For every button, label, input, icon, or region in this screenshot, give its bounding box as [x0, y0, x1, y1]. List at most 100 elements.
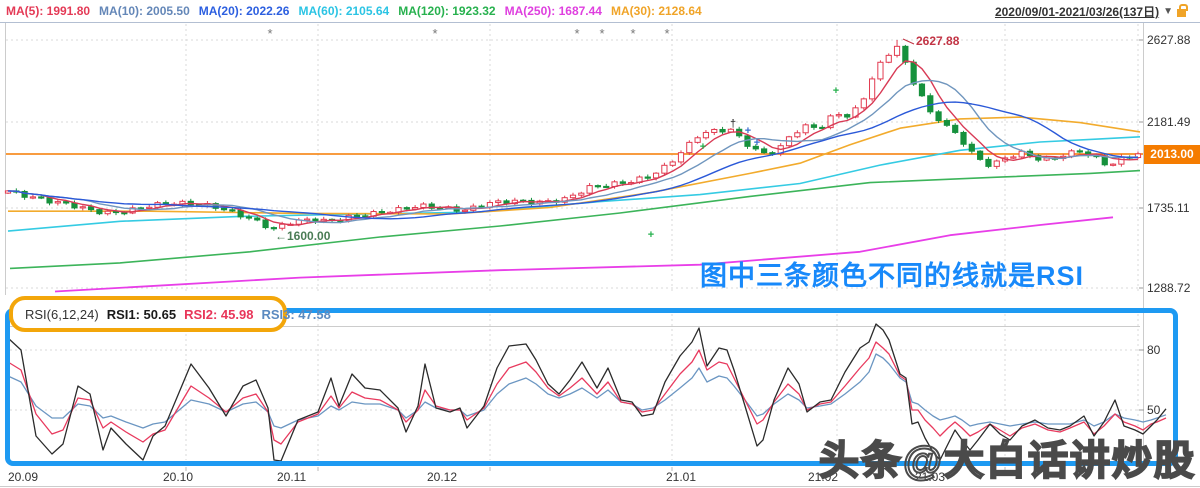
asterisk-marker: * [664, 26, 669, 41]
candle-up [461, 209, 469, 213]
rsi1-value: RSI1: 50.65 [106, 306, 177, 322]
ma-line-ma250 [54, 216, 1114, 293]
month-label: 20.12 [427, 470, 458, 484]
month-label: 20.10 [163, 470, 194, 484]
candle-down [428, 203, 435, 209]
plus-marker-blue: + [754, 137, 760, 149]
candle-down [254, 217, 261, 221]
asterisk-marker: * [574, 26, 579, 41]
candle-down [935, 111, 942, 122]
rsi2-value: RSI2: 45.98 [184, 306, 254, 322]
ma-values-list: MA(5): 1991.80 MA(10): 2005.50 MA(20): 202… [0, 4, 702, 18]
candle-down [212, 203, 219, 209]
candle-down [761, 148, 768, 154]
candle-down [719, 128, 726, 133]
candle-up [569, 194, 577, 199]
candle-down [1035, 155, 1042, 161]
ma-line-ma10 [7, 79, 1139, 224]
candle-down [96, 209, 103, 215]
ma-header-item: MA(10): 2005.50 [99, 4, 190, 18]
candle-up [146, 206, 153, 210]
candle-down [353, 214, 361, 218]
current-price-badge: 2013.00 [1144, 145, 1200, 164]
plus-marker-green: + [700, 141, 706, 153]
month-label: 21.01 [666, 470, 697, 484]
candle-down [237, 209, 244, 218]
candle-up [1109, 163, 1117, 166]
rsi-line-rsi2 [7, 341, 1167, 445]
candle-down [918, 83, 926, 97]
candle-up [686, 141, 693, 154]
candle-down [46, 197, 53, 204]
candle-up [4, 190, 12, 194]
candle-down [220, 207, 228, 211]
candle-down [1076, 150, 1083, 153]
bottom-divider [0, 486, 1200, 487]
candle-up [827, 115, 834, 129]
candle-up [495, 200, 502, 204]
dagger-marker: † [730, 118, 736, 130]
candle-up [893, 45, 901, 56]
dropdown-caret-icon[interactable]: ▼ [1163, 6, 1173, 17]
candle-down [262, 219, 269, 229]
price-axis-label: 1735.11 [1147, 201, 1190, 215]
ma-line-ma5 [7, 60, 1139, 226]
date-range-label[interactable]: 2020/09/01-2021/03/26(137日) [994, 5, 1160, 19]
candle-up [279, 223, 286, 229]
candle-up [702, 131, 710, 139]
asterisk-marker: * [432, 26, 437, 41]
asterisk-marker: * [599, 26, 604, 41]
candle-down [594, 185, 602, 188]
plus-marker-green: + [833, 85, 839, 97]
fast-ma-lines-layer [7, 60, 1139, 226]
ma-header-item: MA(30): 2128.64 [610, 4, 702, 18]
candle-up [885, 54, 892, 63]
price-axis-label: 2627.88 [1147, 33, 1191, 47]
month-label: 21.03 [915, 470, 946, 484]
candle-up [694, 137, 701, 143]
candle-up [578, 192, 585, 196]
candle-down [960, 131, 967, 145]
ma-header-item: MA(250): 1687.44 [504, 4, 602, 18]
asterisk-marker: * [267, 26, 272, 41]
candle-up [835, 114, 842, 117]
candle-down [985, 158, 992, 167]
candle-down [87, 206, 95, 211]
candle-up [860, 98, 867, 109]
candle-up [129, 207, 136, 214]
candle-down [952, 124, 959, 133]
month-label: 21.02 [808, 470, 839, 484]
candle-down [810, 124, 818, 128]
candle-down [378, 211, 385, 214]
candle-down [910, 61, 917, 85]
slow-ma-lines-layer [7, 116, 1141, 293]
candle-up [711, 128, 718, 133]
chart-markers-layer: * * * * * *†+++++ [267, 26, 915, 241]
month-label: 20.09 [8, 470, 39, 484]
candles-layer [4, 40, 1142, 231]
candle-down [769, 152, 776, 155]
candle-up [869, 78, 876, 100]
candle-down [902, 45, 909, 63]
candle-up [652, 172, 660, 179]
ma-header-item: MA(60): 2105.64 [298, 4, 390, 18]
date-range-control[interactable]: 2020/09/01-2021/03/26(137日) ▼ [994, 3, 1188, 20]
candle-up [993, 160, 1000, 167]
candle-up [1010, 156, 1017, 159]
indicator-header-bar: MA(5): 1991.80 MA(10): 2005.50 MA(20): 202… [0, 0, 1200, 23]
candle-down [403, 207, 410, 210]
ma-header-item: MA(20): 2022.26 [198, 4, 290, 18]
candle-up [877, 61, 884, 80]
candle-up [79, 206, 86, 209]
candle-down [927, 95, 934, 113]
candle-up [669, 161, 676, 166]
candle-down [603, 185, 610, 189]
candle-down [38, 196, 45, 199]
candle-up [104, 210, 111, 215]
rsi-line-rsi1 [7, 323, 1167, 462]
unlock-icon[interactable] [1177, 4, 1188, 17]
candle-up [794, 132, 801, 138]
ma-line-ma20 [7, 101, 1139, 220]
candle-down [619, 181, 626, 184]
